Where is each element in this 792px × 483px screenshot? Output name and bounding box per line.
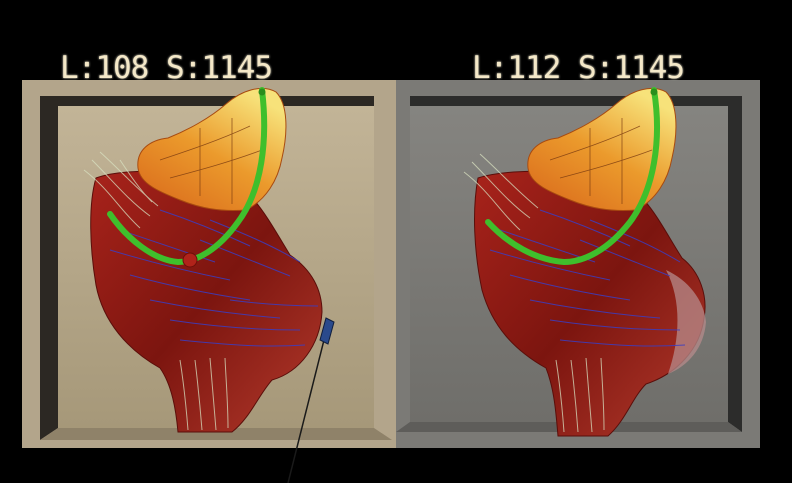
right-ventricle-translucent: [666, 270, 706, 374]
right-atrium-contours: [549, 118, 653, 204]
catheter-path-icon[interactable]: [107, 87, 268, 268]
left-3d-scene[interactable]: [0, 0, 396, 483]
needle-icon[interactable]: [287, 317, 335, 483]
right-3d-scene[interactable]: [396, 0, 792, 483]
right-catheter-path-icon[interactable]: [485, 87, 660, 266]
left-viewport[interactable]: L:108 S:1145: [0, 0, 396, 483]
right-viewport[interactable]: L:112 S:1145: [396, 0, 792, 483]
left-atrium-contours: [159, 118, 263, 204]
left-atrium-surface: [137, 88, 287, 211]
right-atrium-surface: [527, 88, 677, 211]
